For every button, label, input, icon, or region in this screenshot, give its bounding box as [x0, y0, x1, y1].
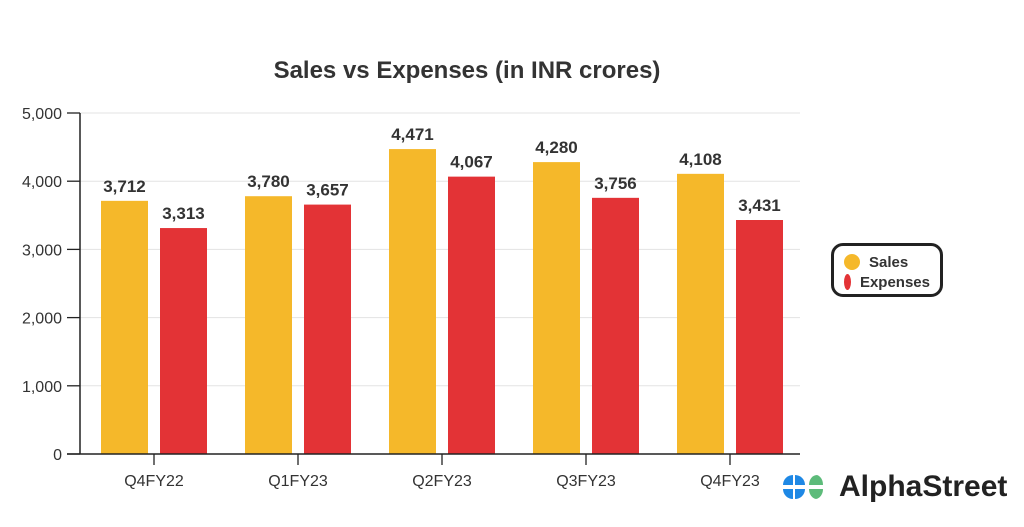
data-label: 3,780	[247, 172, 290, 191]
data-label: 4,471	[391, 125, 434, 144]
y-tick-label: 2,000	[22, 311, 62, 328]
data-label: 4,067	[450, 153, 493, 172]
data-label: 3,756	[594, 174, 637, 193]
bar-expenses-q2fy23	[448, 176, 495, 454]
y-tick-label: 0	[53, 447, 62, 464]
data-label: 3,313	[162, 204, 205, 223]
y-tick-label: 3,000	[22, 242, 62, 259]
x-tick-label: Q2FY23	[412, 473, 472, 490]
data-label: 3,657	[306, 181, 349, 200]
data-label: 3,431	[738, 196, 781, 215]
legend-item-sales: Sales	[844, 252, 930, 272]
legend-label: Expenses	[859, 273, 930, 291]
data-label: 3,712	[103, 177, 146, 196]
logo-text: AlphaStreet	[839, 470, 1008, 503]
legend-label: Sales	[869, 253, 909, 271]
legend-swatch-expenses	[844, 274, 851, 290]
y-tick-label: 5,000	[22, 106, 62, 123]
bar-expenses-q4fy22	[160, 228, 207, 454]
y-tick-label: 4,000	[22, 174, 62, 191]
data-label: 4,280	[535, 138, 578, 157]
bar-sales-q3fy23	[533, 162, 580, 454]
bar-sales-q2fy23	[389, 149, 436, 454]
bar-sales-q4fy22	[101, 200, 148, 454]
legend-item-expenses: Expenses	[844, 272, 930, 292]
bar-sales-q1fy23	[245, 196, 292, 455]
data-label: 4,108	[679, 150, 722, 169]
bar-expenses-q4fy23	[736, 220, 783, 454]
x-tick-label: Q3FY23	[556, 473, 616, 490]
bar-expenses-q1fy23	[304, 204, 351, 454]
x-tick-label: Q1FY23	[268, 473, 328, 490]
bar-sales-q4fy23	[677, 173, 724, 454]
alphastreet-logo: AlphaStreet	[781, 470, 1007, 504]
legend-swatch-sales	[844, 254, 860, 270]
x-tick-label: Q4FY23	[700, 473, 760, 490]
y-tick-label: 1,000	[22, 379, 62, 396]
alphastreet-logo-icon	[783, 475, 824, 499]
chart-title: Sales vs Expenses (in INR crores)	[274, 57, 661, 84]
x-tick-label: Q4FY22	[124, 473, 184, 490]
legend: Sales Expenses	[831, 243, 943, 297]
bar-expenses-q3fy23	[592, 197, 639, 454]
